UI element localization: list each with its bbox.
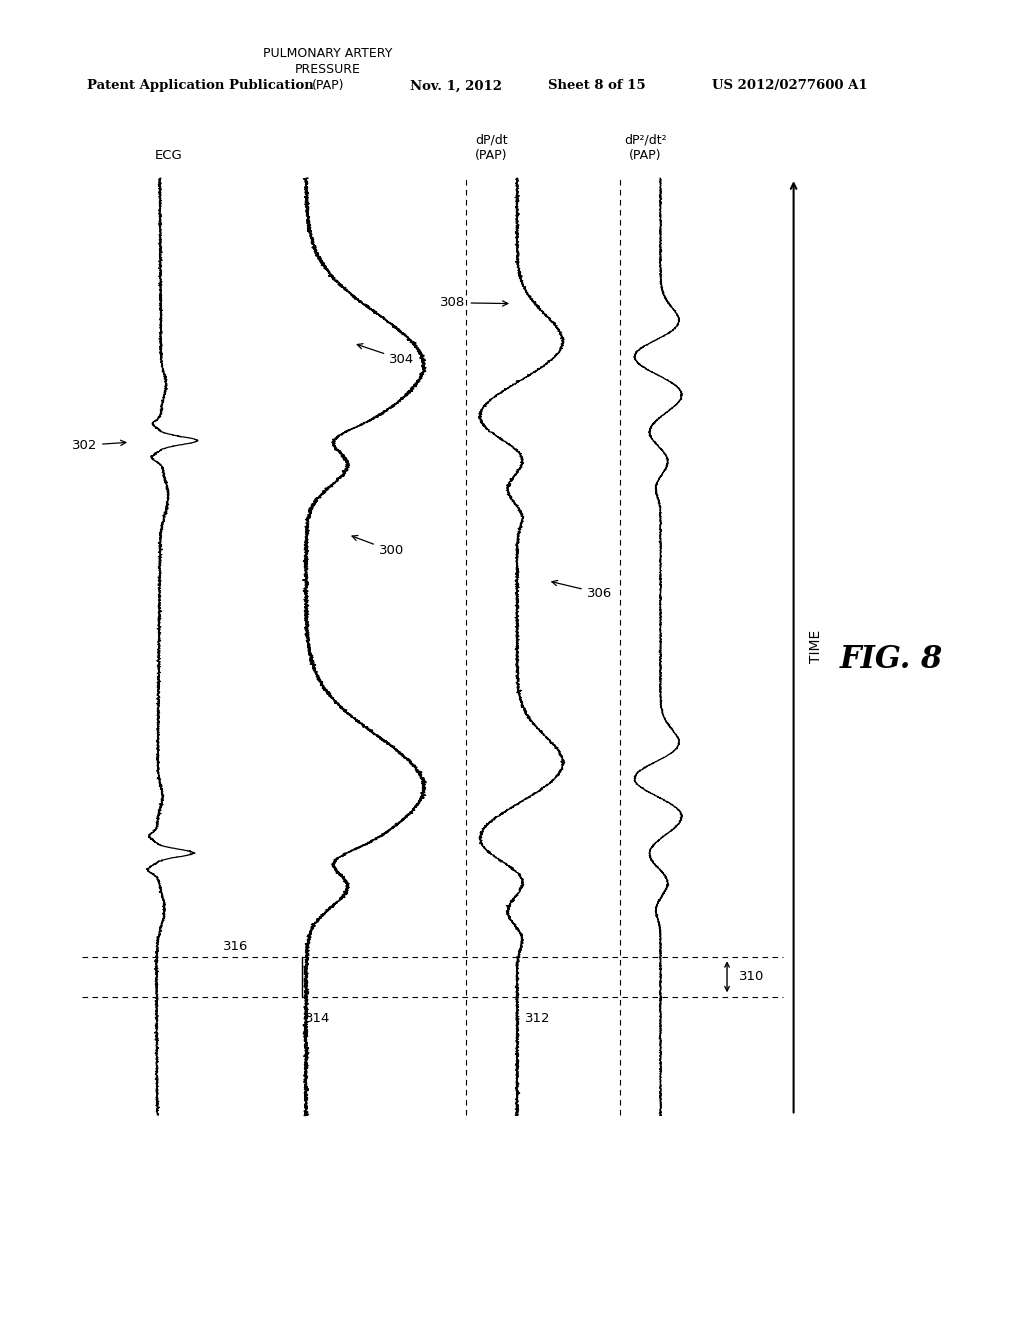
Text: 308: 308 [440, 296, 508, 309]
Text: Nov. 1, 2012: Nov. 1, 2012 [410, 79, 502, 92]
Text: dP²/dt²
(PAP): dP²/dt² (PAP) [624, 133, 667, 162]
Text: US 2012/0277600 A1: US 2012/0277600 A1 [712, 79, 867, 92]
Text: 316: 316 [223, 940, 248, 953]
Text: ECG: ECG [155, 149, 183, 162]
Text: FIG. 8: FIG. 8 [840, 644, 942, 676]
Text: 310: 310 [739, 970, 765, 983]
Text: 314: 314 [305, 1012, 330, 1026]
Text: Patent Application Publication: Patent Application Publication [87, 79, 313, 92]
Text: 300: 300 [352, 536, 404, 557]
Text: 304: 304 [357, 343, 415, 366]
Text: 312: 312 [525, 1012, 550, 1026]
Text: dP/dt
(PAP): dP/dt (PAP) [475, 133, 508, 162]
Text: PULMONARY ARTERY
PRESSURE
(PAP): PULMONARY ARTERY PRESSURE (PAP) [263, 48, 392, 92]
Text: 302: 302 [72, 438, 126, 451]
Text: Sheet 8 of 15: Sheet 8 of 15 [548, 79, 645, 92]
Text: 306: 306 [552, 581, 612, 599]
Text: TIME: TIME [809, 630, 823, 664]
